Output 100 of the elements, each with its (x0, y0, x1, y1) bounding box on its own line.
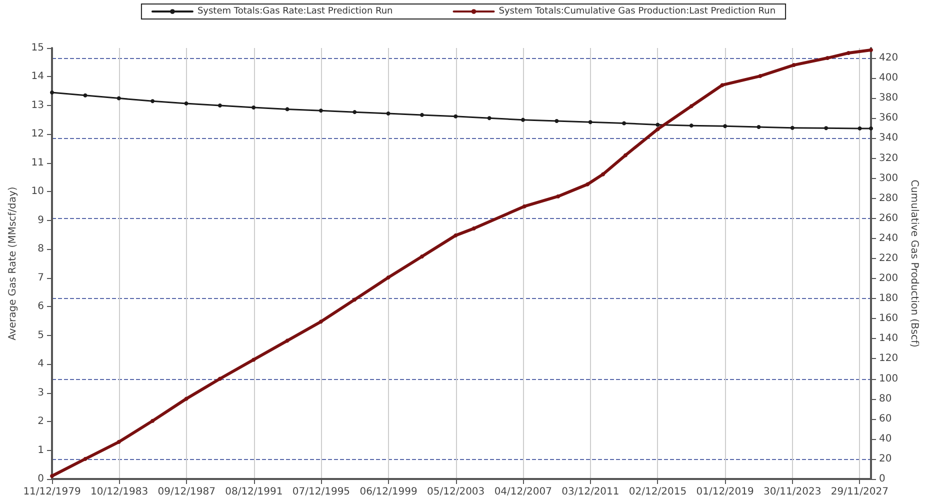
point (846, 51, 851, 56)
point (218, 376, 222, 381)
y-tick-label: 2 (38, 416, 44, 428)
x-tick-label: 10/12/1983 (90, 486, 148, 498)
y-tick-label: 13 (31, 100, 44, 111)
point (858, 126, 862, 130)
point (50, 474, 54, 478)
y-tick-label: 4 (38, 358, 44, 370)
point (522, 204, 526, 208)
y-tick-label: 7 (38, 272, 44, 284)
point (184, 101, 188, 106)
y-tick-label: 8 (38, 244, 44, 255)
point (554, 118, 559, 123)
y2-tick-label: 40 (879, 433, 892, 444)
y-tick-label: 15 (31, 42, 44, 54)
y-tick-label: 5 (38, 330, 44, 341)
x-tick-label: 05/12/2003 (427, 486, 485, 498)
x-tick-label: 09/12/1987 (158, 486, 216, 498)
point (318, 108, 323, 113)
point (826, 56, 830, 60)
point (218, 103, 222, 108)
point (285, 107, 290, 112)
point (756, 125, 761, 130)
point (792, 63, 796, 68)
legend-label: System Totals:Gas Rate:Last Prediction Run (197, 6, 393, 16)
point (454, 233, 458, 238)
y-tick-label: 3 (38, 387, 44, 398)
point (656, 122, 660, 127)
y2-tick-label: 60 (879, 413, 892, 424)
point (656, 127, 660, 132)
point (252, 105, 256, 110)
y-tick-label: 14 (31, 71, 44, 82)
y-tick-label: 6 (38, 301, 44, 312)
y-tick-label: 9 (38, 214, 44, 226)
y2-tick-label: 240 (879, 232, 898, 244)
point (352, 298, 357, 302)
x-tick-label: 06/12/1999 (360, 486, 418, 498)
x-tick-label: 30/11/2023 (764, 486, 822, 498)
point (758, 74, 762, 78)
x-tick-label: 03/12/2011 (562, 486, 620, 498)
y-tick-label: 12 (31, 128, 44, 140)
y-axis-title: Average Gas Rate (MMscf/day) (8, 186, 18, 340)
y2-tick-label: 0 (879, 474, 886, 484)
y2-tick-label: 140 (879, 333, 898, 344)
point (790, 126, 794, 130)
point (318, 320, 323, 324)
point (824, 126, 828, 130)
point (472, 226, 476, 230)
point (869, 126, 873, 130)
x-tick-label: 07/12/1995 (292, 486, 350, 498)
point (252, 358, 256, 362)
y-tick-label: 10 (31, 186, 44, 198)
point (689, 124, 694, 128)
y-tick-label: 0 (38, 474, 44, 484)
point (83, 456, 88, 461)
point (150, 418, 155, 423)
point (588, 120, 592, 124)
point (601, 172, 606, 176)
y2-tick-label: 280 (879, 192, 898, 204)
point (623, 153, 628, 158)
y2-tick-label: 100 (879, 373, 898, 384)
point (556, 194, 560, 198)
y2-axis-title: Cumulative Gas Production (Bscf) (908, 180, 920, 348)
point (386, 112, 390, 116)
point (720, 83, 724, 88)
point (420, 112, 424, 117)
y2-tick-label: 380 (879, 92, 898, 104)
point (184, 396, 188, 401)
x-tick-label: 11/12/1979 (23, 486, 81, 498)
point (150, 99, 155, 104)
point (386, 276, 390, 280)
y2-tick-label: 300 (879, 172, 898, 184)
point (50, 90, 54, 95)
y-tick-label: 11 (31, 157, 44, 168)
y2-tick-label: 420 (879, 52, 898, 64)
point (521, 118, 525, 122)
point (285, 338, 290, 343)
y2-tick-label: 260 (879, 212, 898, 224)
point (869, 48, 873, 52)
y2-tick-label: 160 (879, 313, 898, 324)
y2-tick-label: 20 (879, 453, 892, 464)
legend-label: System Totals:Cumulative Gas Production:Last Prediction Run (498, 6, 776, 16)
y2-tick-label: 80 (879, 393, 892, 404)
y2-tick-label: 220 (879, 252, 898, 264)
point (586, 182, 590, 186)
y2-tick-label: 180 (879, 293, 898, 304)
x-tick-label: 04/12/2007 (494, 486, 552, 498)
point (352, 110, 357, 114)
point (116, 440, 121, 444)
point (454, 114, 458, 118)
point (420, 254, 424, 258)
x-tick-label: 08/12/1991 (225, 486, 283, 498)
y2-tick-label: 120 (879, 353, 898, 364)
y2-tick-label: 400 (879, 72, 898, 84)
point (622, 121, 626, 126)
y2-tick-label: 340 (879, 132, 898, 144)
point (723, 124, 728, 128)
y2-tick-label: 320 (879, 152, 898, 164)
y-tick-label: 1 (38, 444, 44, 456)
x-tick-label: 29/11/2027 (830, 486, 888, 498)
